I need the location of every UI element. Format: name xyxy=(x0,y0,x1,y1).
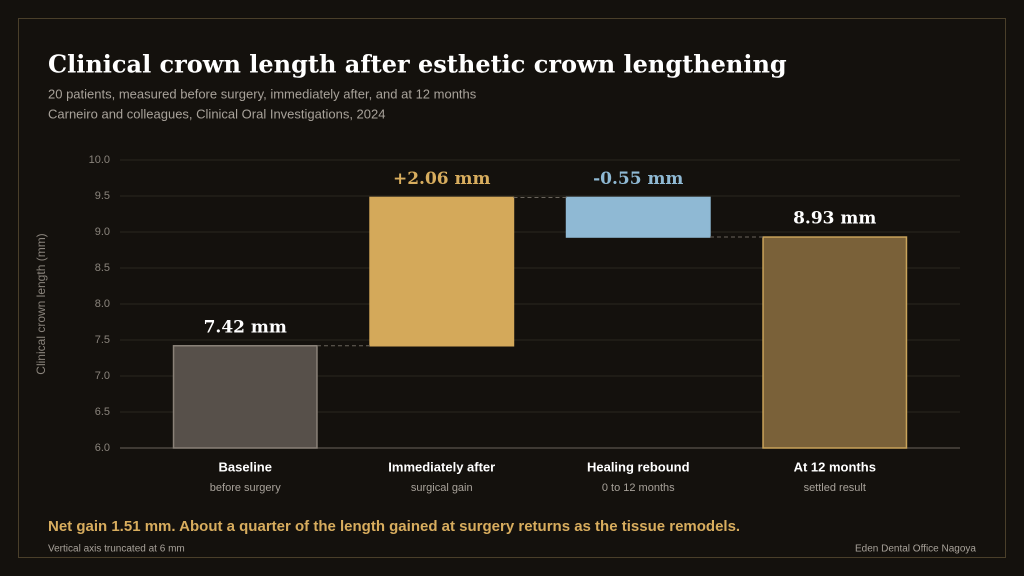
x-tick-sublabel: before surgery xyxy=(210,482,281,494)
y-tick-label: 7.5 xyxy=(95,334,110,346)
subtitle: 20 patients, measured before surgery, im… xyxy=(48,86,477,101)
bar xyxy=(565,196,711,238)
frame xyxy=(18,18,1006,558)
y-tick-label: 8.0 xyxy=(95,298,110,310)
source: Eden Dental Office Nagoya xyxy=(855,544,976,555)
x-tick-sublabel: 0 to 12 months xyxy=(602,482,675,494)
y-tick-label: 10.0 xyxy=(89,154,110,166)
y-tick-label: 9.5 xyxy=(95,190,110,202)
y-axis-label: Clinical crown length (mm) xyxy=(34,233,48,374)
x-tick-label: At 12 months xyxy=(794,459,876,474)
bar xyxy=(369,196,515,347)
value-label: 8.93 mm xyxy=(793,209,876,229)
annotation: Net gain 1.51 mm. About a quarter of the… xyxy=(48,518,740,535)
value-label: +2.06 mm xyxy=(393,169,491,189)
y-tick-label: 9.0 xyxy=(95,226,110,238)
subtitle: Carneiro and colleagues, Clinical Oral I… xyxy=(48,106,385,121)
x-tick-label: Healing rebound xyxy=(587,459,690,474)
bar xyxy=(762,236,908,449)
chart-title: Clinical crown length after esthetic cro… xyxy=(48,50,787,79)
y-tick-label: 6.0 xyxy=(95,442,110,454)
footnote: Vertical axis truncated at 6 mm xyxy=(48,544,185,555)
x-tick-label: Immediately after xyxy=(388,459,495,474)
y-tick-label: 8.5 xyxy=(95,262,110,274)
x-tick-sublabel: settled result xyxy=(804,482,866,494)
value-label: -0.55 mm xyxy=(593,169,683,189)
y-tick-label: 7.0 xyxy=(95,370,110,382)
y-tick-label: 6.5 xyxy=(95,406,110,418)
value-label: 7.42 mm xyxy=(204,317,287,337)
bar xyxy=(172,345,318,449)
x-tick-label: Baseline xyxy=(219,459,272,474)
x-tick-sublabel: surgical gain xyxy=(411,482,473,494)
